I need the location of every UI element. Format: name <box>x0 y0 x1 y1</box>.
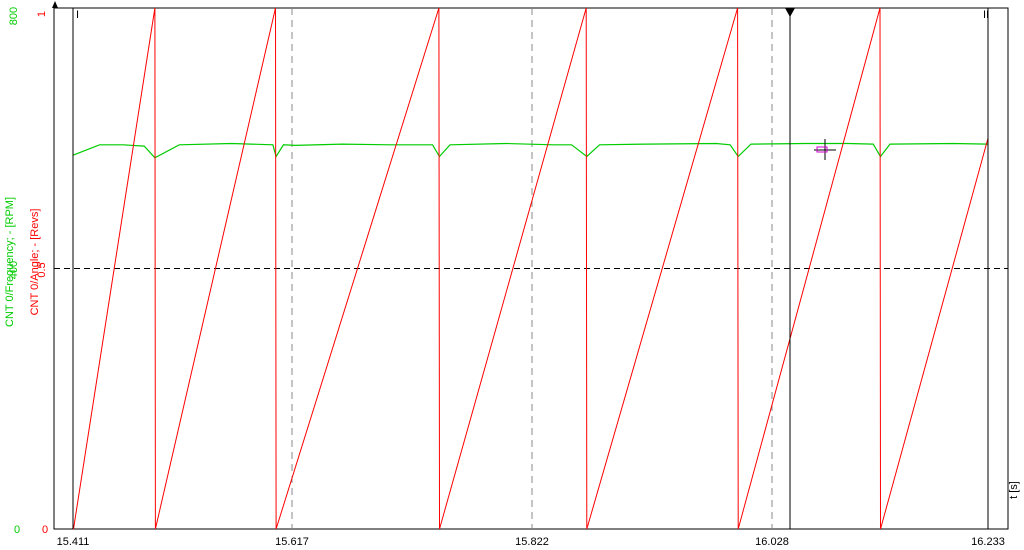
angle-series-line <box>73 7 989 530</box>
angle-axis: 0 0.5 1 CNT 0/Angle; - [Revs] <box>29 11 48 536</box>
crosshair-marker-icon <box>814 139 836 160</box>
frequency-tick-400: 400 <box>8 261 20 279</box>
x-tick-label: 16.233 <box>971 536 1005 548</box>
frequency-tick-800: 800 <box>8 7 20 25</box>
angle-tick-0: 0 <box>42 524 48 536</box>
cursor-3[interactable] <box>785 8 795 529</box>
x-axis: 15.411 15.617 15.822 16.028 16.233 t [s] <box>57 481 1020 548</box>
angle-tick-1: 1 <box>36 11 48 17</box>
angle-axis-label: CNT 0/Angle; - [Revs] <box>29 209 41 316</box>
x-tick-label: 15.822 <box>515 536 549 548</box>
angle-tick-0.5: 0.5 <box>36 262 48 277</box>
x-tick-label: 15.411 <box>57 536 90 548</box>
cursor-1-handle-icon[interactable] <box>52 1 58 8</box>
frequency-axis: 0 400 800 CNT 0/Frequency; - [RPM] <box>4 7 20 536</box>
frequency-axis-label: CNT 0/Frequency; - [RPM] <box>4 197 16 327</box>
cursor-1[interactable]: I <box>52 1 79 529</box>
x-tick-label: 15.617 <box>275 536 309 548</box>
cursor-3-handle-icon[interactable] <box>785 8 795 17</box>
cursor-1-label: I <box>76 9 79 21</box>
cursor-2[interactable]: II <box>983 8 989 529</box>
series-layer <box>72 7 989 530</box>
frequency-series-line <box>72 142 989 159</box>
crosshair-box <box>816 146 828 153</box>
x-axis-label: t [s] <box>1008 481 1020 499</box>
x-tick-label: 16.028 <box>755 536 789 548</box>
frequency-tick-0: 0 <box>14 524 20 536</box>
cursor-2-label: II <box>983 9 989 21</box>
